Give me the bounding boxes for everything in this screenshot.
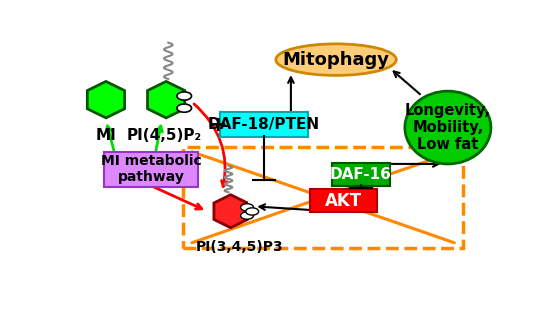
Circle shape	[177, 104, 191, 112]
Ellipse shape	[276, 44, 396, 75]
Ellipse shape	[405, 91, 491, 164]
Text: AKT: AKT	[325, 192, 362, 210]
Polygon shape	[214, 195, 248, 228]
Text: MI: MI	[95, 128, 117, 143]
Text: PI(3,4,5)P3: PI(3,4,5)P3	[195, 240, 283, 254]
Text: DAF-16: DAF-16	[330, 167, 392, 182]
Text: MI metabolic
pathway: MI metabolic pathway	[100, 154, 201, 185]
Circle shape	[246, 208, 259, 215]
FancyBboxPatch shape	[332, 163, 390, 186]
Text: Mitophagy: Mitophagy	[282, 51, 390, 69]
FancyBboxPatch shape	[104, 152, 199, 187]
Polygon shape	[148, 82, 185, 118]
Text: Longevity,
Mobility,
Low fat: Longevity, Mobility, Low fat	[405, 103, 491, 152]
Circle shape	[240, 204, 254, 211]
Text: PI(4,5)P₂: PI(4,5)P₂	[127, 128, 201, 143]
Text: DAF-18/PTEN: DAF-18/PTEN	[208, 117, 320, 132]
FancyBboxPatch shape	[220, 112, 308, 137]
Circle shape	[177, 92, 191, 100]
Text: +: +	[209, 115, 227, 135]
Polygon shape	[87, 82, 124, 118]
FancyBboxPatch shape	[310, 189, 377, 212]
Circle shape	[240, 212, 254, 219]
